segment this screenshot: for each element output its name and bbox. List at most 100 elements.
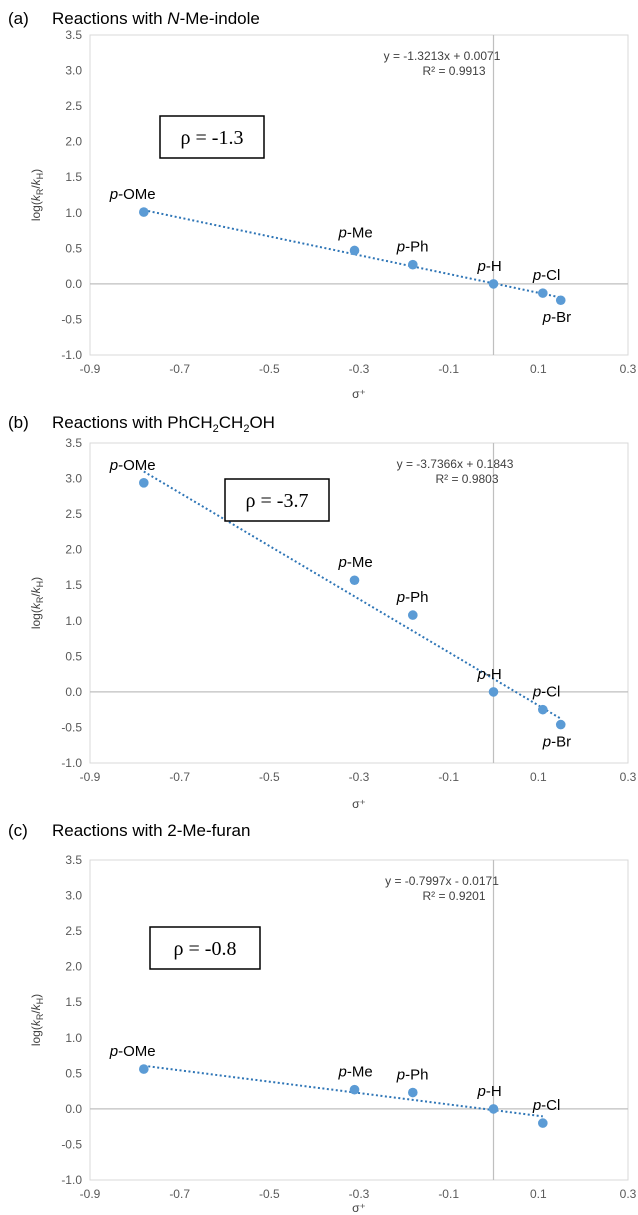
point-label-ome: p-OMe (109, 1043, 156, 1060)
point-label-ph: p-Ph (396, 589, 429, 606)
x-tick-label: -0.7 (169, 770, 190, 784)
point-label-ph: p-Ph (396, 1067, 429, 1084)
rho-box (149, 926, 261, 970)
data-point-br (555, 719, 566, 730)
y-tick-label: 1.0 (65, 206, 82, 220)
chart-title: Reactions with N-Me-indole (52, 9, 260, 28)
y-tick-label: -1.0 (61, 756, 82, 770)
y-axis-title: log(kR/kH) (29, 577, 45, 629)
y-tick-label: 3.5 (65, 28, 82, 42)
rho-box (159, 115, 265, 159)
chart-panel-c: (c) Reactions with 2-Me-furan -1.0 -0.5 0.0 0… (8, 821, 637, 1215)
panel-letter: (b) (8, 413, 29, 432)
data-point-ph (408, 1087, 418, 1098)
point-label-br: p-Br (542, 734, 571, 751)
x-axis-title: σ⁺ (352, 1201, 366, 1215)
x-tick-label: 0.1 (530, 1187, 547, 1201)
point-label-me: p-Me (338, 554, 373, 571)
x-tick-label: -0.9 (80, 1187, 101, 1201)
point-label-br: p-Br (542, 309, 571, 326)
x-tick-label: -0.5 (259, 362, 280, 376)
chart-title: Reactions with PhCH2CH2OH (52, 413, 275, 435)
panel-letter: (a) (8, 9, 29, 28)
data-point-cl (538, 288, 548, 298)
y-tick-label: 2.5 (65, 99, 82, 113)
x-tick-label: -0.1 (438, 770, 459, 784)
y-tick-label: 1.0 (65, 1031, 82, 1045)
data-point-h (488, 279, 499, 289)
data-point-cl (538, 1118, 548, 1128)
y-tick-label: 3.0 (65, 64, 82, 78)
y-axis-title: log(kR/kH) (29, 169, 45, 221)
rho-value: ρ = -1.3 (181, 127, 244, 149)
x-tick-label: -0.3 (349, 362, 370, 376)
trendline-equation: y = -3.7366x + 0.1843 (397, 457, 514, 471)
point-label-me: p-Me (338, 224, 373, 241)
data-point-h (488, 687, 499, 697)
y-tick-label: 0.5 (65, 1066, 82, 1080)
point-label-ph: p-Ph (396, 239, 429, 256)
point-label-ome: p-OMe (109, 457, 156, 474)
x-tick-label: -0.7 (169, 362, 190, 376)
trendline-equation: y = -1.3213x + 0.0071 (384, 49, 501, 63)
x-tick-label: 0.3 (620, 362, 637, 376)
point-label-h: p-H (477, 258, 502, 275)
plot-area (89, 859, 629, 1181)
rho-value: ρ = -3.7 (246, 490, 309, 512)
x-tick-label: -0.1 (438, 1187, 459, 1201)
data-point-ome (139, 478, 149, 488)
data-point-ph (408, 259, 418, 270)
data-point-ome (139, 1064, 149, 1074)
y-tick-label: 3.0 (65, 889, 82, 903)
y-tick-label: 3.0 (65, 472, 82, 486)
point-label-cl: p-Cl (532, 684, 561, 701)
data-point-ph (408, 610, 418, 620)
chart-panel-a: (a) Reactions with N-Me-indole -1.0 -0.5 0.0… (8, 9, 637, 401)
r-squared: R² = 0.9803 (435, 472, 498, 486)
point-label-me: p-Me (338, 1064, 373, 1081)
x-tick-label: -0.3 (349, 1187, 370, 1201)
x-tick-label: -0.9 (80, 362, 101, 376)
r-squared: R² = 0.9913 (422, 64, 485, 78)
point-label-cl: p-Cl (532, 267, 561, 284)
data-point-h (488, 1104, 499, 1114)
y-tick-label: 1.0 (65, 614, 82, 628)
x-tick-label: -0.9 (80, 770, 101, 784)
y-tick-label: 0.0 (65, 685, 82, 699)
data-point-cl (538, 704, 548, 715)
y-tick-label: 3.5 (65, 853, 82, 867)
y-tick-label: -0.5 (61, 312, 82, 326)
point-label-ome: p-OMe (109, 186, 156, 203)
x-axis-title: σ⁺ (352, 387, 366, 401)
y-tick-label: -0.5 (61, 720, 82, 734)
x-tick-label: -0.5 (259, 770, 280, 784)
chart-panel-b: (b) Reactions with PhCH2CH2OH -1.0 -0.5 0.0 0… (8, 413, 637, 811)
y-axis-title: log(kR/kH) (29, 994, 45, 1046)
y-tick-label: 2.0 (65, 135, 82, 149)
x-tick-label: -0.3 (349, 770, 370, 784)
chart-title: Reactions with 2-Me-furan (52, 821, 250, 840)
y-tick-label: -1.0 (61, 1173, 82, 1187)
y-tick-label: 0.5 (65, 241, 82, 255)
x-tick-label: -0.1 (438, 362, 459, 376)
y-tick-label: -0.5 (61, 1137, 82, 1151)
x-tick-label: 0.3 (620, 770, 637, 784)
plot-area (89, 34, 629, 356)
y-tick-label: 0.0 (65, 1102, 82, 1116)
rho-value: ρ = -0.8 (174, 938, 237, 960)
trendline-equation: y = -0.7997x - 0.0171 (385, 874, 499, 888)
data-point-me (349, 245, 360, 256)
y-tick-label: 2.0 (65, 960, 82, 974)
x-tick-label: 0.1 (530, 770, 547, 784)
y-tick-label: 2.0 (65, 543, 82, 557)
point-label-h: p-H (477, 1083, 502, 1100)
y-tick-label: 2.5 (65, 507, 82, 521)
data-point-br (555, 295, 566, 306)
y-tick-label: 1.5 (65, 170, 82, 184)
rho-box (224, 478, 330, 522)
x-axis-title: σ⁺ (352, 797, 366, 811)
y-tick-label: -1.0 (61, 348, 82, 362)
plot-area (89, 442, 629, 764)
data-point-ome (139, 207, 149, 217)
